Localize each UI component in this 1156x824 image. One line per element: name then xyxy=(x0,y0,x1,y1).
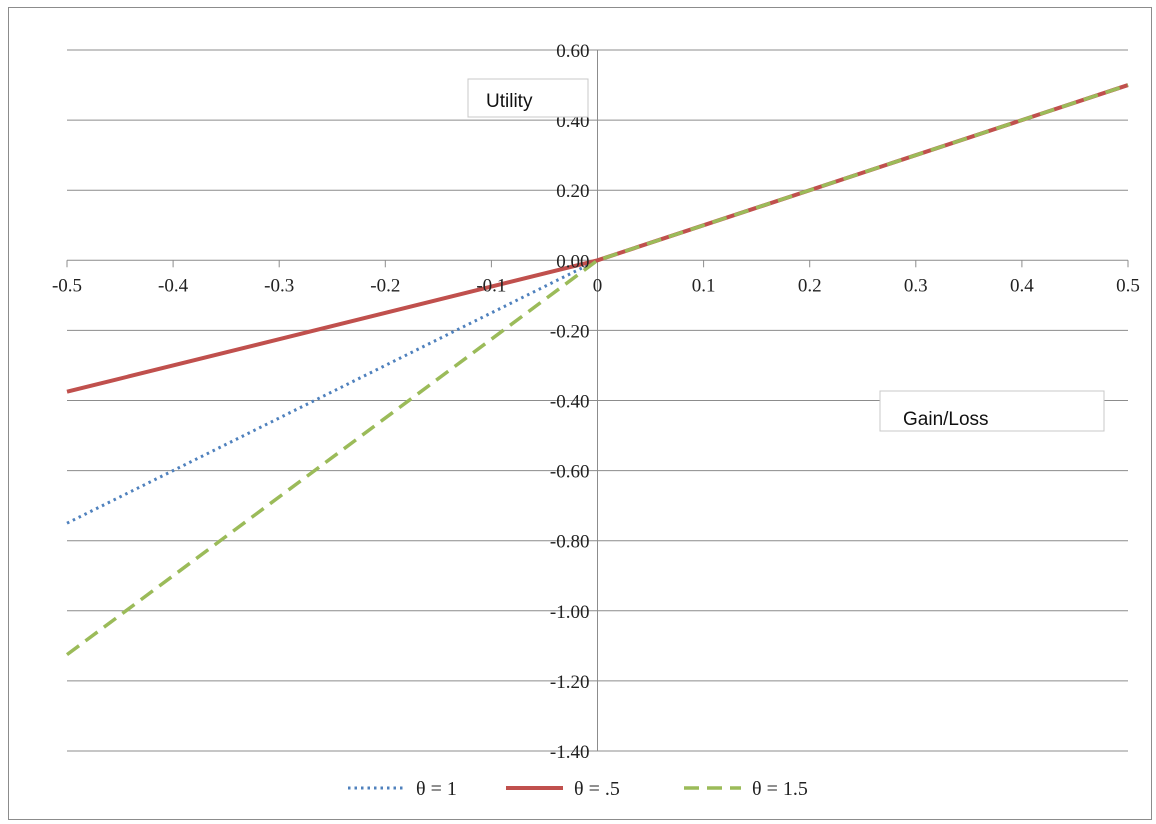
y-tick-label: -1.20 xyxy=(550,672,590,693)
y-tick-label: -0.20 xyxy=(550,321,590,342)
y-tick-label: 0.20 xyxy=(556,181,589,202)
x-tick-label: -0.4 xyxy=(158,275,189,296)
legend-label: θ = 1 xyxy=(416,778,457,800)
x-tick-label: 0.5 xyxy=(1116,275,1140,296)
x-tick-label: -0.5 xyxy=(52,275,82,296)
y-tick-label: -0.40 xyxy=(550,392,590,413)
legend-label: θ = 1.5 xyxy=(752,778,808,800)
x-tick-label: 0 xyxy=(593,275,603,296)
y-axis-title: Utility xyxy=(486,91,533,112)
y-tick-label: -1.40 xyxy=(550,742,590,763)
series-lines xyxy=(65,83,1129,657)
line-chart: 0.60 0.4 0 0.20 0.00 -0.20 -0.40 -0.60 -0.80 -1.0… xyxy=(52,41,1140,800)
chart-frame: 0.60 0.4 0 0.20 0.00 -0.20 -0.40 -0.60 -0.80 -1.0… xyxy=(8,7,1152,820)
x-tick-label: 0.4 xyxy=(1010,275,1034,296)
legend: θ = 1 θ = .5 θ = 1.5 xyxy=(348,778,808,800)
y-tick-label: -0.60 xyxy=(550,462,590,483)
x-axis-title-box: Gain/Loss xyxy=(879,390,1105,432)
y-tick-label: 0.60 xyxy=(556,41,589,62)
x-tick-label: 0.2 xyxy=(798,275,822,296)
series-line xyxy=(66,83,1129,394)
x-tick-label: 0.1 xyxy=(692,275,716,296)
y-tick-label: -1.00 xyxy=(550,602,590,623)
y-tick-label: -0.80 xyxy=(550,532,590,553)
x-tick-label: -0.1 xyxy=(476,275,506,296)
x-tick-label: -0.2 xyxy=(370,275,400,296)
x-tick-label: -0.3 xyxy=(264,275,294,296)
y-axis-title-box: Utility xyxy=(467,78,589,118)
x-axis-title: Gain/Loss xyxy=(903,409,989,430)
x-tick-label: 0.3 xyxy=(904,275,928,296)
y-tick-label: 0.00 xyxy=(556,251,589,272)
tick-labels: 0.60 0.4 0 0.20 0.00 -0.20 -0.40 -0.60 -0.80 -1.0… xyxy=(52,41,1140,763)
legend-label: θ = .5 xyxy=(574,778,620,800)
series-line xyxy=(65,83,1129,657)
axes xyxy=(66,50,1129,751)
